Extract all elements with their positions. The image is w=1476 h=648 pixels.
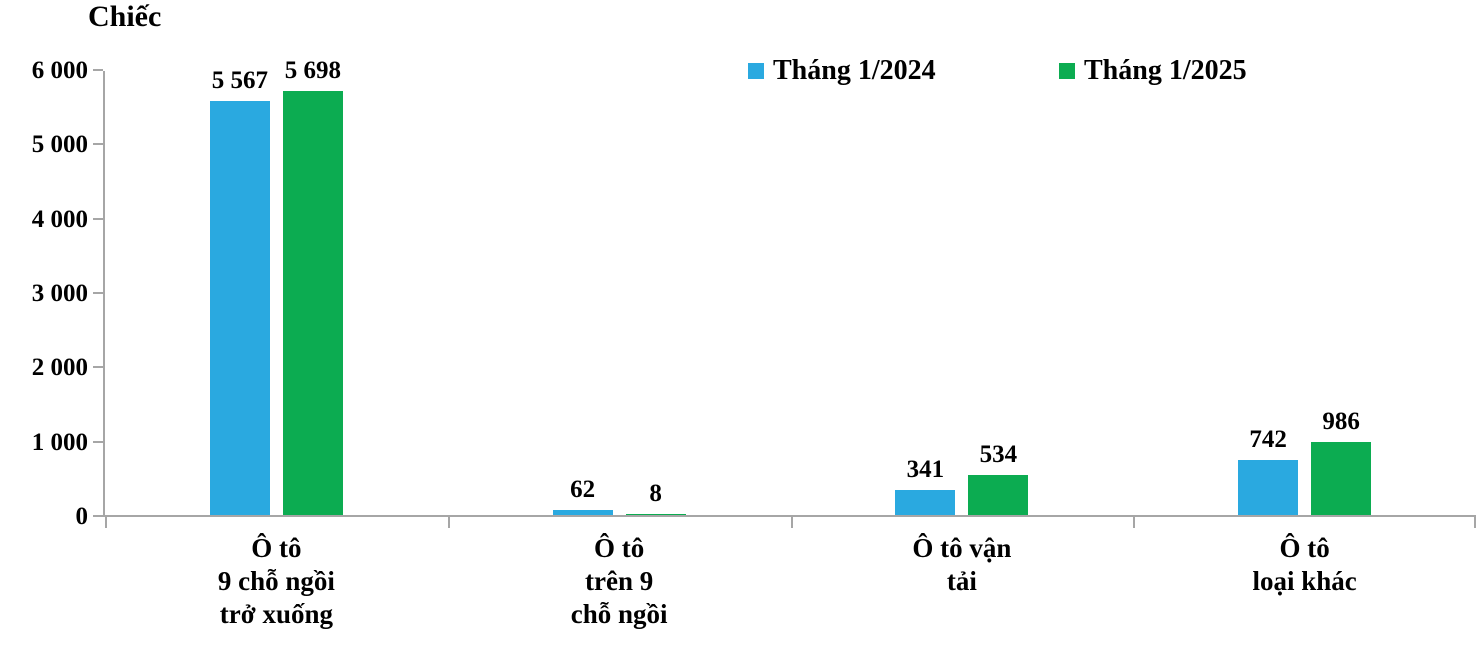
- bar-value-label: 5 567: [211, 67, 268, 95]
- y-tick-label: 5 000: [31, 131, 88, 159]
- y-tickmark: [93, 69, 103, 71]
- bar-value-label: 742: [1249, 425, 1287, 453]
- x-tickmark: [105, 517, 107, 528]
- y-tickmark: [93, 440, 103, 443]
- bar-2024: [209, 101, 270, 515]
- y-tick-label: 4 000: [31, 205, 88, 233]
- bar-value-label: 5 698: [284, 57, 341, 85]
- y-tick-label: 1 000: [31, 428, 88, 456]
- x-tickmark: [447, 517, 450, 528]
- x-tickmark: [1474, 517, 1476, 528]
- y-tick-label: 3 000: [31, 280, 88, 307]
- x-category-label: Ô tô loại khác: [1252, 533, 1357, 596]
- bar-2025: [625, 514, 686, 515]
- x-tickmark: [790, 517, 793, 528]
- y-tickmark: [93, 143, 103, 146]
- bar-2024: [1238, 459, 1299, 515]
- y-tick-label: 6 000: [31, 57, 88, 84]
- bar-2025: [968, 475, 1029, 515]
- bar-value-label: 8: [649, 480, 662, 508]
- legend-swatch-icon: [1059, 63, 1075, 79]
- y-tick-label: 0: [75, 503, 89, 530]
- y-tickmark: [93, 515, 103, 517]
- legend-label: Tháng 1/2025: [1084, 55, 1247, 86]
- bar-2024: [895, 489, 956, 515]
- y-tickmark: [93, 292, 103, 294]
- bar-2024: [552, 510, 613, 515]
- bar-value-label: 62: [570, 476, 596, 504]
- x-axis-line: [105, 515, 1476, 517]
- bar-value-label: 341: [906, 455, 945, 483]
- legend-item: Tháng 1/2025: [1059, 55, 1247, 87]
- y-tickmark: [93, 366, 103, 369]
- y-tick-label: 2 000: [31, 354, 88, 382]
- legend-swatch-icon: [748, 63, 764, 79]
- x-category-label: Ô tô trên 9 chỗ ngồi: [570, 533, 668, 629]
- bar-value-label: 534: [979, 441, 1018, 469]
- bar-value-label: 986: [1322, 407, 1360, 435]
- y-tickmark: [93, 217, 103, 220]
- bar-2025: [1311, 441, 1372, 515]
- x-category-label: Ô tô vận tải: [912, 533, 1012, 596]
- x-tickmark: [1133, 517, 1136, 528]
- y-axis-line: [103, 71, 105, 517]
- bar-2025: [282, 91, 343, 515]
- x-category-label: Ô tô 9 chỗ ngồi trở xuống: [217, 533, 335, 629]
- y-axis-unit-label: Chiếc: [88, 0, 162, 33]
- legend-label: Tháng 1/2024: [773, 55, 936, 86]
- legend-item: Tháng 1/2024: [748, 55, 936, 87]
